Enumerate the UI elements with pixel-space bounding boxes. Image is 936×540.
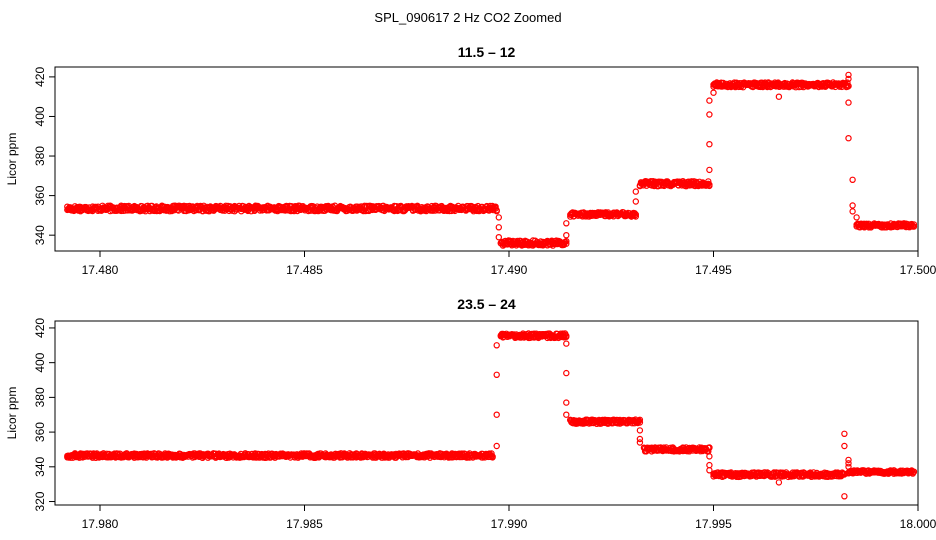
data-point bbox=[845, 460, 852, 467]
data-point bbox=[563, 340, 570, 347]
data-point bbox=[845, 71, 852, 79]
x-tick-label: 17.500 bbox=[900, 263, 936, 277]
data-point bbox=[636, 427, 644, 434]
data-point bbox=[636, 419, 644, 426]
y-axis-label: Licor ppm bbox=[5, 133, 19, 186]
y-tick-label: 340 bbox=[33, 456, 47, 476]
data-point bbox=[706, 467, 713, 474]
data-point bbox=[636, 435, 644, 443]
y-axis-label: Licor ppm bbox=[5, 387, 19, 440]
data-point bbox=[563, 369, 570, 377]
data-point bbox=[775, 93, 783, 100]
data-point bbox=[706, 111, 713, 118]
x-tick-label: 18.000 bbox=[900, 517, 936, 531]
x-tick-label: 17.995 bbox=[695, 517, 732, 531]
x-tick-label: 17.490 bbox=[491, 263, 528, 277]
data-point bbox=[632, 198, 640, 205]
data-point bbox=[495, 214, 502, 221]
y-tick-label: 380 bbox=[33, 387, 47, 407]
data-point bbox=[563, 231, 570, 239]
data-point bbox=[493, 442, 500, 450]
data-point bbox=[775, 479, 783, 486]
data-point bbox=[563, 411, 570, 418]
data-point bbox=[493, 342, 500, 349]
data-point bbox=[845, 99, 852, 106]
data-point bbox=[636, 439, 644, 446]
x-tick-label: 17.495 bbox=[695, 263, 732, 277]
data-point bbox=[845, 82, 852, 90]
data-point bbox=[844, 79, 851, 86]
data-point bbox=[841, 493, 848, 500]
data-point bbox=[841, 430, 848, 437]
data-point bbox=[636, 416, 644, 423]
data-point bbox=[910, 223, 918, 230]
data-point bbox=[632, 211, 640, 218]
data-series bbox=[64, 330, 918, 500]
data-point bbox=[632, 213, 640, 220]
top-panel: 11.5 – 12 17.480 17.485 17.490 17.495 17.500 3… bbox=[5, 44, 936, 277]
data-point bbox=[493, 411, 500, 418]
data-point bbox=[488, 450, 495, 457]
y-tick-label: 420 bbox=[33, 67, 47, 87]
data-point bbox=[910, 468, 918, 475]
y-tick-label: 380 bbox=[33, 146, 47, 166]
data-point bbox=[563, 399, 570, 406]
data-point bbox=[495, 233, 502, 241]
data-point bbox=[849, 176, 856, 183]
data-point bbox=[493, 207, 500, 214]
data-point bbox=[910, 221, 918, 228]
data-point bbox=[853, 214, 860, 221]
panel-title: 23.5 – 24 bbox=[457, 296, 516, 312]
x-tick-label: 17.980 bbox=[82, 517, 119, 531]
x-tick-label: 17.990 bbox=[491, 517, 528, 531]
data-point bbox=[706, 97, 713, 104]
figure-title: SPL_090617 2 Hz CO2 Zoomed bbox=[374, 10, 561, 25]
plot-frame bbox=[54, 320, 919, 506]
data-point bbox=[706, 453, 713, 460]
data-point bbox=[631, 212, 638, 219]
x-tick-label: 17.485 bbox=[286, 263, 323, 277]
y-tick-label: 400 bbox=[33, 352, 47, 372]
data-point bbox=[563, 332, 570, 339]
plot-frame bbox=[54, 66, 919, 252]
data-point bbox=[563, 240, 570, 247]
y-tick-label: 340 bbox=[33, 225, 47, 245]
panel-title: 11.5 – 12 bbox=[458, 44, 516, 60]
bottom-panel: 23.5 – 24 17.980 17.985 17.990 17.995 18.000 3… bbox=[5, 296, 936, 531]
data-point bbox=[706, 166, 713, 174]
data-point bbox=[710, 89, 717, 96]
data-point bbox=[706, 140, 713, 148]
data-point bbox=[845, 463, 852, 470]
data-point bbox=[495, 224, 502, 231]
data-point bbox=[706, 461, 713, 469]
y-tick-label: 360 bbox=[33, 185, 47, 205]
x-tick-label: 17.985 bbox=[286, 517, 323, 531]
y-tick-label: 400 bbox=[33, 106, 47, 126]
data-point bbox=[563, 220, 570, 227]
data-point bbox=[706, 444, 713, 451]
data-point bbox=[849, 208, 856, 215]
data-point bbox=[489, 454, 496, 461]
data-point bbox=[845, 456, 852, 464]
data-point bbox=[845, 134, 852, 142]
data-point bbox=[706, 181, 713, 188]
data-point bbox=[841, 442, 848, 450]
data-point bbox=[493, 371, 500, 378]
data-point bbox=[845, 75, 852, 83]
y-tick-label: 420 bbox=[33, 318, 47, 338]
data-point bbox=[632, 188, 640, 195]
y-tick-label: 360 bbox=[33, 422, 47, 442]
data-point bbox=[631, 210, 638, 217]
data-series bbox=[64, 71, 918, 249]
y-tick-label: 320 bbox=[33, 491, 47, 511]
x-tick-label: 17.480 bbox=[82, 263, 119, 277]
data-point bbox=[563, 237, 570, 245]
data-point bbox=[849, 202, 856, 209]
